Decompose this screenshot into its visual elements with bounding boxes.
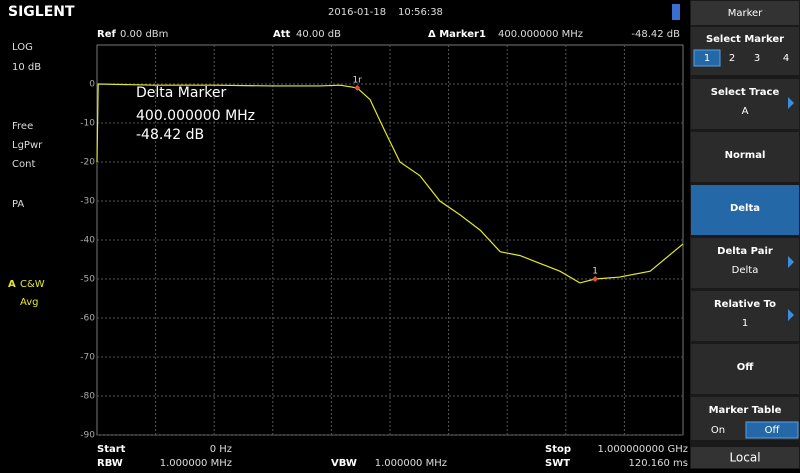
table-off[interactable]: Off (765, 425, 781, 436)
arrow (788, 309, 794, 321)
trig: Free (12, 121, 33, 132)
marker-freq: 400.000000 MHz (498, 29, 583, 40)
arrow (788, 97, 794, 109)
marker-point (354, 84, 361, 91)
y-tick-label: -70 (80, 353, 95, 363)
delta-pair-value: Delta (732, 265, 759, 276)
start-value: 0 Hz (210, 444, 232, 455)
att-label: Att (273, 29, 291, 40)
rbw-label: RBW (97, 458, 123, 469)
overlay-title: Delta Marker (136, 85, 226, 101)
menu: Marker Select Marker 1 2 3 4 Select Trac… (690, 0, 800, 469)
relative-to-btn[interactable] (691, 291, 799, 341)
rbw-value: 1.000000 MHz (160, 458, 232, 469)
off: Off (737, 362, 755, 373)
stop-label: Stop (545, 444, 571, 455)
local-btn[interactable] (691, 447, 799, 468)
trace-avg: Avg (20, 297, 39, 308)
usb-icon (672, 4, 680, 20)
date: 2016-01-18 (328, 7, 386, 18)
marker-label: Δ Marker1 (428, 29, 486, 40)
marker-point (592, 276, 599, 282)
marker-label: 1r (352, 75, 362, 85)
y-tick-label: -20 (80, 158, 95, 168)
delta-btn[interactable] (691, 185, 799, 235)
y-tick-label: -10 (80, 119, 95, 129)
marker-tab[interactable]: 1 (704, 53, 710, 64)
table-off-bg (745, 421, 799, 439)
y-tick-label: -40 (80, 236, 95, 246)
marker-table: Marker Table (709, 405, 782, 416)
vbw-value: 1.000000 MHz (375, 458, 447, 469)
y-tick-label: 0 (89, 80, 95, 90)
trace-id: A (8, 279, 16, 290)
ref-label: Ref (97, 29, 116, 40)
att-value: 40.00 dB (296, 29, 341, 40)
trace-mode: C&W (20, 279, 45, 290)
vbw-label: VBW (331, 458, 357, 469)
plot: 0 -10 -20 -30 -40 -50 -60 -70 -80 -90 1r 1 (80, 44, 684, 441)
overlay-level: -48.42 dB (136, 127, 204, 143)
ref-value: 0.00 dBm (120, 29, 168, 40)
tab-active[interactable] (693, 49, 721, 67)
sweep: Cont (12, 159, 35, 170)
delta-pair-btn[interactable] (691, 238, 799, 288)
stop-value: 1.000000000 GHz (598, 444, 689, 455)
detector: LgPwr (12, 140, 43, 151)
menu-title: Marker (728, 8, 763, 19)
menu-header (691, 1, 799, 25)
time: 10:56:38 (398, 7, 443, 18)
normal: Normal (725, 150, 766, 161)
y-tick-label: -50 (80, 275, 95, 285)
select-trace: Select Trace (711, 87, 780, 98)
scale-div: 10 dB (12, 62, 41, 73)
marker-tab[interactable]: 4 (783, 53, 789, 64)
table-on[interactable]: On (711, 425, 725, 436)
delta-pair: Delta Pair (717, 246, 773, 257)
select-marker: Select Marker (706, 34, 784, 45)
marker-label: 1 (592, 267, 598, 277)
y-tick-label: -80 (80, 392, 95, 402)
preamp: PA (12, 199, 24, 210)
swt-value: 120.160 ms (629, 458, 688, 469)
local: Local (729, 451, 760, 465)
marker-tab[interactable]: 2 (729, 53, 735, 64)
overlay-freq: 400.000000 MHz (136, 108, 255, 124)
y-tick-label: -60 (80, 314, 95, 324)
normal-btn[interactable] (691, 132, 799, 182)
arrow (788, 256, 794, 268)
marker-tab[interactable]: 3 (754, 53, 760, 64)
swt-label: SWT (545, 458, 570, 469)
relative-to-value: 1 (742, 318, 748, 329)
select-trace-btn[interactable] (691, 79, 799, 129)
scale-type: LOG (12, 42, 33, 53)
trace (96, 83, 684, 284)
start-label: Start (97, 444, 126, 455)
off-btn[interactable] (691, 344, 799, 394)
y-tick-label: -90 (80, 431, 95, 441)
delta: Delta (730, 203, 760, 214)
y-tick-label: -30 (80, 197, 95, 207)
relative-to: Relative To (714, 299, 776, 310)
brand: SIGLENT (8, 4, 75, 20)
select-trace-value: A (742, 106, 749, 117)
marker-level: -48.42 dB (631, 29, 680, 40)
